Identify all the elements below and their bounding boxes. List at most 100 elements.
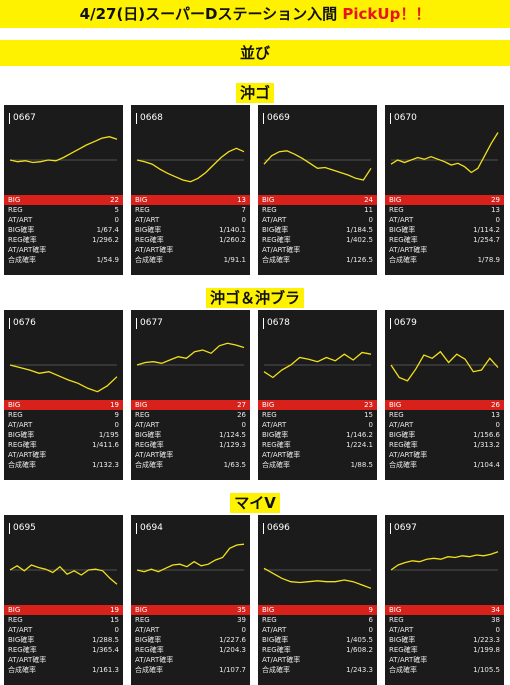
big-row: BIG 29 xyxy=(385,195,504,205)
stat-label: REG xyxy=(389,616,404,624)
reg-rate-row: REG確率 1/129.3 xyxy=(131,440,250,450)
machine-number: 0676 xyxy=(9,318,36,329)
slump-chart xyxy=(136,147,245,183)
at-row: AT/ART 0 xyxy=(131,625,250,635)
machine-panel: 0677 BIG 27 REG 26 AT/ART 0 BIG確率 1/124.5 REG確率 1/… xyxy=(131,310,250,480)
stat-label: BIG xyxy=(135,196,148,204)
chart-series-line xyxy=(9,364,118,393)
stat-label: AT/ART確率 xyxy=(262,451,301,459)
stat-value: 1/204.3 xyxy=(219,646,246,654)
slump-chart xyxy=(263,351,372,379)
stat-value: 1/227.6 xyxy=(219,636,246,644)
stat-value: 19 xyxy=(110,401,119,409)
section-title-label: マイV xyxy=(230,493,280,513)
stat-label: BIG xyxy=(135,606,148,614)
machine-number: 0697 xyxy=(390,523,417,534)
stat-value: 1/184.5 xyxy=(346,226,373,234)
reg-rate-row: REG確率 1/313.2 xyxy=(385,440,504,450)
big-rate-row: BIG確率 1/195 xyxy=(4,430,123,440)
big-row: BIG 35 xyxy=(131,605,250,615)
stat-label: 合成確率 xyxy=(8,256,36,264)
stat-value: 1/254.7 xyxy=(473,236,500,244)
machine-number: 0679 xyxy=(390,318,417,329)
stat-label: AT/ART xyxy=(135,626,160,634)
reg-row: REG 39 xyxy=(131,615,250,625)
stat-value: 1/114.2 xyxy=(473,226,500,234)
at-rate-row: AT/ART確率 xyxy=(385,245,504,255)
stat-value: 0 xyxy=(368,626,373,634)
stat-value: 1/67.4 xyxy=(96,226,119,234)
stat-label: AT/ART xyxy=(8,421,33,429)
stat-value: 0 xyxy=(368,216,373,224)
stat-value: 1/146.2 xyxy=(346,431,373,439)
stat-label: AT/ART確率 xyxy=(135,451,174,459)
at-row: AT/ART 0 xyxy=(385,420,504,430)
reg-rate-row: REG確率 1/254.7 xyxy=(385,235,504,245)
big-row: BIG 26 xyxy=(385,400,504,410)
total-rate-row: 合成確率 1/161.3 xyxy=(4,665,123,675)
total-rate-row: 合成確率 1/91.1 xyxy=(131,255,250,265)
at-rate-row: AT/ART確率 xyxy=(258,245,377,255)
slump-chart xyxy=(9,364,118,393)
stat-label: 合成確率 xyxy=(8,666,36,674)
big-rate-row: BIG確率 1/114.2 xyxy=(385,225,504,235)
total-rate-row: 合成確率 1/78.9 xyxy=(385,255,504,265)
stat-label: AT/ART xyxy=(135,216,160,224)
big-rate-row: BIG確率 1/288.5 xyxy=(4,635,123,645)
at-row: AT/ART 0 xyxy=(4,420,123,430)
stat-label: REG xyxy=(389,206,404,214)
stat-value: 0 xyxy=(114,626,119,634)
reg-rate-row: REG確率 1/224.1 xyxy=(258,440,377,450)
at-row: AT/ART 0 xyxy=(131,420,250,430)
big-rate-row: BIG確率 1/124.5 xyxy=(131,430,250,440)
stat-label: 合成確率 xyxy=(262,256,290,264)
stat-label: 合成確率 xyxy=(262,666,290,674)
stat-label: BIG xyxy=(8,196,21,204)
stat-value: 6 xyxy=(368,616,373,624)
stat-value: 11 xyxy=(364,206,373,214)
stat-label: BIG確率 xyxy=(8,226,35,234)
machine-number: 0668 xyxy=(136,113,163,124)
stat-value: 0 xyxy=(114,216,119,224)
stat-label: BIG確率 xyxy=(389,431,416,439)
stat-label: REG xyxy=(8,411,23,419)
stat-label: REG xyxy=(8,206,23,214)
stat-value: 1/243.3 xyxy=(346,666,373,674)
stat-label: 合成確率 xyxy=(135,666,163,674)
big-row: BIG 13 xyxy=(131,195,250,205)
total-rate-row: 合成確率 1/105.5 xyxy=(385,665,504,675)
reg-row: REG 9 xyxy=(4,410,123,420)
stat-label: BIG xyxy=(262,401,275,409)
stat-label: AT/ART xyxy=(8,626,33,634)
stats-table: BIG 35 REG 39 AT/ART 0 BIG確率 1/227.6 REG確率 1/204.… xyxy=(131,605,250,675)
at-row: AT/ART 0 xyxy=(385,215,504,225)
stat-value: 34 xyxy=(491,606,500,614)
stat-value: 0 xyxy=(368,421,373,429)
stat-value: 1/365.4 xyxy=(92,646,119,654)
stat-label: BIG確率 xyxy=(262,636,289,644)
stat-label: REG xyxy=(262,616,277,624)
big-row: BIG 19 xyxy=(4,400,123,410)
stat-value: 1/288.5 xyxy=(92,636,119,644)
stat-label: AT/ART確率 xyxy=(262,246,301,254)
stat-value: 1/313.2 xyxy=(473,441,500,449)
big-rate-row: BIG確率 1/146.2 xyxy=(258,430,377,440)
stat-label: BIG xyxy=(262,196,275,204)
stat-label: BIG確率 xyxy=(389,636,416,644)
pickup-label: PickUp！！ xyxy=(342,5,431,23)
stat-value: 38 xyxy=(491,616,500,624)
big-rate-row: BIG確率 1/67.4 xyxy=(4,225,123,235)
machine-number: 0678 xyxy=(263,318,290,329)
slump-chart xyxy=(263,567,372,589)
total-rate-row: 合成確率 1/54.9 xyxy=(4,255,123,265)
stat-value: 13 xyxy=(237,196,246,204)
stat-value: 1/224.1 xyxy=(346,441,373,449)
total-rate-row: 合成確率 1/88.5 xyxy=(258,460,377,470)
stat-label: REG確率 xyxy=(389,646,418,654)
reg-rate-row: REG確率 1/608.2 xyxy=(258,645,377,655)
stat-label: AT/ART確率 xyxy=(8,246,47,254)
stats-table: BIG 26 REG 13 AT/ART 0 BIG確率 1/156.6 REG確率 1/313.… xyxy=(385,400,504,470)
machine-number: 0694 xyxy=(136,523,163,534)
stat-value: 1/260.2 xyxy=(219,236,246,244)
stat-value: 1/161.3 xyxy=(92,666,119,674)
